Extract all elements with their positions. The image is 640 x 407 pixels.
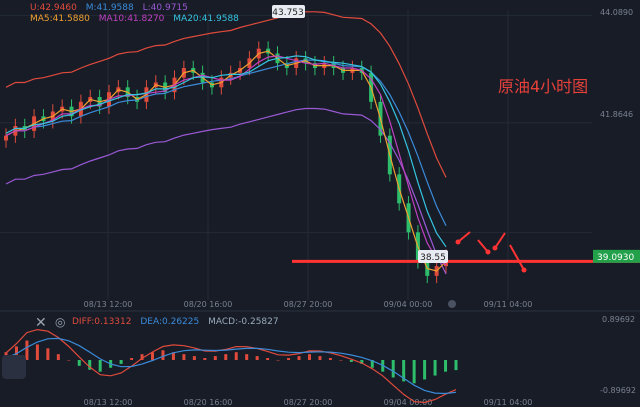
last-price-tag (593, 249, 640, 263)
chart-type-icon[interactable] (2, 355, 26, 379)
x-tick-label-macd: 09/04 00:00 (384, 398, 433, 407)
macd-histogram-bar (77, 360, 81, 366)
macd-legend: DIFF:0.13312 DEA:0.26225 MACD:-0.25827 (72, 317, 285, 327)
x-tick-label-macd: 08/13 12:00 (84, 398, 133, 407)
ma20-line (5, 55, 447, 248)
settings-icon[interactable]: ◎ (55, 315, 66, 329)
macd-histogram-bar (318, 356, 322, 360)
last-price-label: 39.0930 (597, 253, 634, 263)
macd-histogram-bar (213, 356, 217, 360)
x-tick-label: 08/27 20:00 (284, 300, 333, 309)
macd-histogram-bar (151, 352, 155, 360)
macd-histogram-bar (454, 360, 458, 371)
ma10-label: MA10:41.8270 (98, 14, 165, 24)
x-tick-label: 09/11 04:00 (484, 300, 533, 309)
boll-lower-label: L:40.9715 (142, 3, 188, 13)
macd-histogram-bar (130, 358, 134, 360)
y-tick-label: 44.0890 (600, 8, 633, 17)
macd-axis-tick: 0.89692 (602, 315, 635, 324)
macd-histogram-bar (234, 352, 238, 360)
candle-body (4, 135, 8, 141)
macd-histogram-bar (402, 360, 406, 382)
macd-histogram-bar (307, 354, 311, 360)
low-price-box (418, 250, 448, 263)
macd-value-label: MACD:-0.25827 (208, 317, 279, 327)
macd-histogram-bar (370, 360, 374, 368)
main-indicator-legend: U:42.9460 M:41.9588 L:40.9715 (30, 3, 194, 13)
macd-diff-line (5, 328, 457, 404)
ma20-label: MA20:41.9588 (173, 14, 239, 24)
macd-histogram-bar (192, 356, 196, 360)
macd-histogram-bar (245, 354, 249, 360)
macd-histogram-bar (35, 344, 39, 360)
ma10-line (5, 55, 447, 266)
boll-mid-label: M:41.9588 (85, 3, 134, 13)
macd-histogram-bar (98, 360, 102, 372)
macd-histogram-bar (88, 360, 92, 370)
ma-legend: MA5:41.5880 MA10:41.8270 MA20:41.9588 (30, 14, 245, 24)
low-price-label: 38.55 (420, 253, 446, 263)
x-tick-label: 08/20 16:00 (184, 300, 233, 309)
x-tick-label: 08/13 12:00 (84, 300, 133, 309)
macd-histogram-bar (360, 360, 364, 364)
macd-histogram-bar (140, 354, 144, 360)
macd-histogram-bar (171, 352, 175, 360)
chart-overlay-title: 原油4小时图 (498, 77, 589, 96)
macd-histogram-bar (391, 360, 395, 378)
macd-histogram-bar (25, 340, 29, 360)
macd-histogram-bar (433, 360, 437, 376)
macd-histogram-bar (423, 360, 427, 380)
macd-histogram-bar (287, 358, 291, 360)
macd-histogram-bar (56, 354, 60, 360)
macd-histogram-bar (276, 360, 280, 361)
y-tick-label: 41.8646 (600, 110, 633, 119)
macd-histogram-bar (255, 356, 259, 360)
trend-arrow-head (492, 245, 498, 251)
trend-arrow-head (455, 239, 461, 245)
trend-arrow (494, 232, 506, 249)
x-tick-label-macd: 09/11 04:00 (484, 398, 533, 407)
trend-arrow (509, 244, 525, 271)
macd-histogram-bar (412, 360, 416, 384)
macd-dea-line (5, 337, 457, 395)
close-icon[interactable]: ✕ (35, 315, 47, 331)
x-tick-label-macd: 08/27 20:00 (284, 398, 333, 407)
macd-histogram-bar (161, 350, 165, 360)
macd-histogram-bar (328, 358, 332, 360)
macd-histogram-bar (119, 360, 123, 364)
macd-axis-tick: -0.89692 (600, 386, 636, 395)
scroll-end-icon (448, 300, 456, 308)
macd-histogram-bar (203, 358, 207, 360)
macd-histogram-bar (349, 360, 353, 362)
boll-lower-line (5, 107, 447, 275)
trend-arrow-head (485, 249, 491, 255)
x-tick-label: 09/04 00:00 (384, 300, 433, 309)
macd-histogram-bar (266, 358, 270, 360)
macd-dea-label: DEA:0.26225 (140, 317, 200, 327)
ma5-label: MA5:41.5880 (30, 14, 90, 24)
boll-upper-label: U:42.9460 (30, 3, 77, 13)
trend-arrow (477, 239, 489, 253)
trend-arrow-head (521, 267, 527, 273)
macd-histogram-bar (46, 348, 50, 360)
trend-arrow (457, 231, 471, 243)
high-price-box (272, 5, 305, 18)
high-price-label: 43.753 (272, 8, 304, 18)
macd-diff-label: DIFF:0.13312 (72, 317, 132, 327)
x-tick-label-macd: 08/20 16:00 (184, 398, 233, 407)
boll-upper-line (5, 11, 447, 178)
macd-histogram-bar (339, 360, 343, 361)
macd-histogram-bar (67, 360, 71, 361)
macd-histogram-bar (444, 360, 448, 372)
macd-histogram-bar (224, 354, 228, 360)
macd-histogram-bar (297, 356, 301, 360)
macd-histogram-bar (182, 354, 186, 360)
